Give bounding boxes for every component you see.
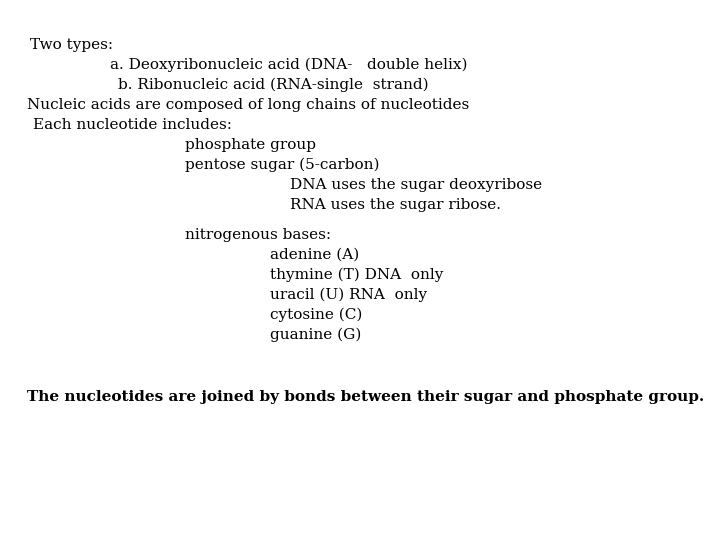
Text: Nucleic acids are composed of long chains of nucleotides: Nucleic acids are composed of long chain… bbox=[27, 98, 469, 112]
Text: thymine (T) DNA  only: thymine (T) DNA only bbox=[270, 268, 444, 282]
Text: RNA uses the sugar ribose.: RNA uses the sugar ribose. bbox=[290, 198, 501, 212]
Text: DNA uses the sugar deoxyribose: DNA uses the sugar deoxyribose bbox=[290, 178, 542, 192]
Text: The nucleotides are joined by bonds between their sugar and phosphate group.: The nucleotides are joined by bonds betw… bbox=[27, 390, 704, 404]
Text: phosphate group: phosphate group bbox=[185, 138, 316, 152]
Text: Two types:: Two types: bbox=[30, 38, 113, 52]
Text: adenine (A): adenine (A) bbox=[270, 248, 359, 262]
Text: uracil (U) RNA  only: uracil (U) RNA only bbox=[270, 288, 427, 302]
Text: nitrogenous bases:: nitrogenous bases: bbox=[185, 228, 331, 242]
Text: cytosine (C): cytosine (C) bbox=[270, 308, 362, 322]
Text: b. Ribonucleic acid (RNA-single  strand): b. Ribonucleic acid (RNA-single strand) bbox=[118, 78, 428, 92]
Text: pentose sugar (5-carbon): pentose sugar (5-carbon) bbox=[185, 158, 379, 172]
Text: Each nucleotide includes:: Each nucleotide includes: bbox=[33, 118, 232, 132]
Text: guanine (G): guanine (G) bbox=[270, 328, 361, 342]
Text: a. Deoxyribonucleic acid (DNA-   double helix): a. Deoxyribonucleic acid (DNA- double he… bbox=[110, 58, 467, 72]
